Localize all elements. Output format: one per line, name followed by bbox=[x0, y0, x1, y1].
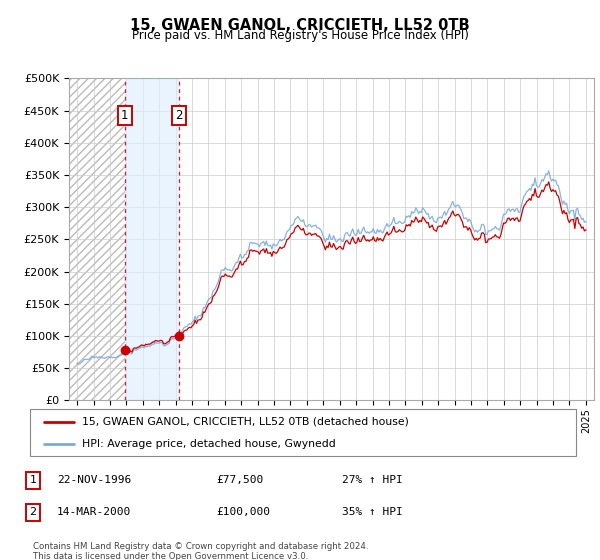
Text: 1: 1 bbox=[29, 475, 37, 486]
Bar bbox=[125, 78, 179, 400]
Text: Price paid vs. HM Land Registry's House Price Index (HPI): Price paid vs. HM Land Registry's House … bbox=[131, 29, 469, 42]
Text: 2: 2 bbox=[175, 109, 182, 122]
Text: 27% ↑ HPI: 27% ↑ HPI bbox=[342, 475, 403, 486]
Text: Contains HM Land Registry data © Crown copyright and database right 2024.
This d: Contains HM Land Registry data © Crown c… bbox=[33, 542, 368, 560]
Text: 2: 2 bbox=[29, 507, 37, 517]
Text: 1: 1 bbox=[121, 109, 128, 122]
Text: 35% ↑ HPI: 35% ↑ HPI bbox=[342, 507, 403, 517]
Text: 15, GWAEN GANOL, CRICCIETH, LL52 0TB (detached house): 15, GWAEN GANOL, CRICCIETH, LL52 0TB (de… bbox=[82, 417, 409, 427]
Text: 14-MAR-2000: 14-MAR-2000 bbox=[57, 507, 131, 517]
Text: £100,000: £100,000 bbox=[216, 507, 270, 517]
Text: £77,500: £77,500 bbox=[216, 475, 263, 486]
Text: 15, GWAEN GANOL, CRICCIETH, LL52 0TB: 15, GWAEN GANOL, CRICCIETH, LL52 0TB bbox=[130, 18, 470, 33]
FancyBboxPatch shape bbox=[30, 409, 576, 456]
Text: 22-NOV-1996: 22-NOV-1996 bbox=[57, 475, 131, 486]
Text: HPI: Average price, detached house, Gwynedd: HPI: Average price, detached house, Gwyn… bbox=[82, 438, 335, 449]
